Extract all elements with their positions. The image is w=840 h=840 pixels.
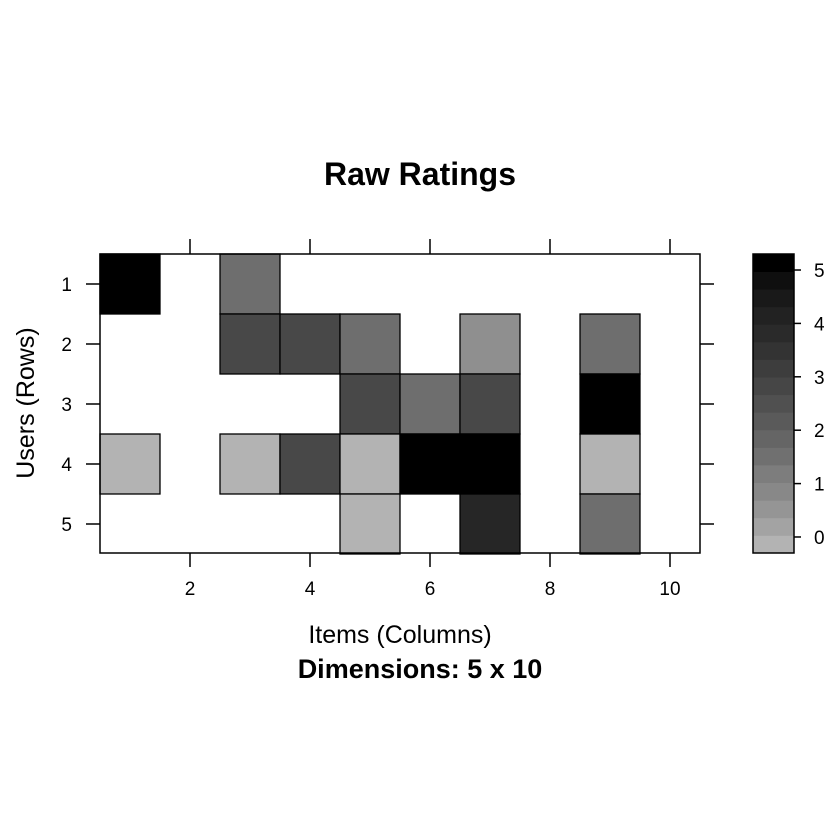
colorbar-segment [753,289,794,308]
x-tick-label: 2 [185,579,196,600]
y-tick-label: 3 [61,395,72,416]
heatmap-cell-r4-c5 [339,433,401,495]
y-axis-title: Users (Rows) [12,327,40,478]
heatmap-cell-r1-c3 [219,253,281,315]
heatmap-cell-r4-c3 [219,433,281,495]
colorbar-segment [753,412,794,431]
heatmap-cell-r5-c5 [339,493,401,555]
heatmap-cell-r1-c1 [99,253,161,315]
colorbar-segment [753,306,794,325]
heatmap-cell-r2-c3 [219,313,281,375]
x-tick-label: 10 [659,579,680,600]
heatmap-cell-r3-c6 [399,373,461,435]
colorbar-segment [753,482,794,501]
y-tick-label: 5 [61,515,72,536]
chart-title: Raw Ratings [324,156,516,192]
colorbar-segment [753,429,794,448]
colorbar-segment [753,271,794,290]
heatmap-cell-r3-c5 [339,373,401,435]
heatmap-cell-r5-c7 [459,493,521,555]
heatmap-cell-r4-c7 [459,433,521,495]
dimensions-label: Dimensions: 5 x 10 [298,654,543,684]
y-axis: 1 2 3 4 5 [61,275,714,536]
colorbar-segment [753,447,794,466]
colorbar-tick-label: 1 [814,475,825,496]
colorbar-segment [753,465,794,484]
heatmap-cell-r2-c5 [339,313,401,375]
x-tick-label: 4 [305,579,316,600]
x-tick-label: 8 [545,579,556,600]
heatmap-cell-r3-c9 [579,373,641,435]
colorbar-segment [753,254,794,272]
colorbar-tick-label: 3 [814,368,825,389]
heatmap-cell-r3-c7 [459,373,521,435]
colorbar-segment [753,359,794,378]
colorbar-segment [753,377,794,396]
colorbar-segment [753,394,794,413]
colorbar: 0 1 2 3 4 5 [752,253,825,554]
colorbar-segment [753,341,794,360]
colorbar-segment [753,500,794,519]
colorbar-segment [753,535,794,554]
heatmap-cell-r4-c4 [279,433,341,495]
heatmap-cells [99,253,641,555]
y-tick-label: 1 [61,275,72,296]
x-axis-title: Items (Columns) [308,621,491,649]
colorbar-tick-label: 2 [814,421,825,442]
colorbar-tick-label: 5 [814,261,825,282]
y-tick-label: 4 [61,455,72,476]
heatmap-cell-r2-c4 [279,313,341,375]
colorbar-tick-label: 0 [814,528,825,549]
colorbar-tick-label: 4 [814,314,825,335]
heatmap-cell-r4-c1 [99,433,161,495]
heatmap-cell-r4-c6 [399,433,461,495]
x-axis: 2 4 6 8 10 [185,239,681,600]
heatmap-cell-r4-c9 [579,433,641,495]
colorbar-frame [752,253,795,554]
colorbar-segment [753,324,794,343]
colorbar-segment [753,517,794,536]
y-tick-label: 2 [61,335,72,356]
heatmap-cell-r5-c9 [579,493,641,555]
heatmap-cell-r2-c7 [459,313,521,375]
heatmap-cell-r2-c9 [579,313,641,375]
x-tick-label: 6 [425,579,436,600]
